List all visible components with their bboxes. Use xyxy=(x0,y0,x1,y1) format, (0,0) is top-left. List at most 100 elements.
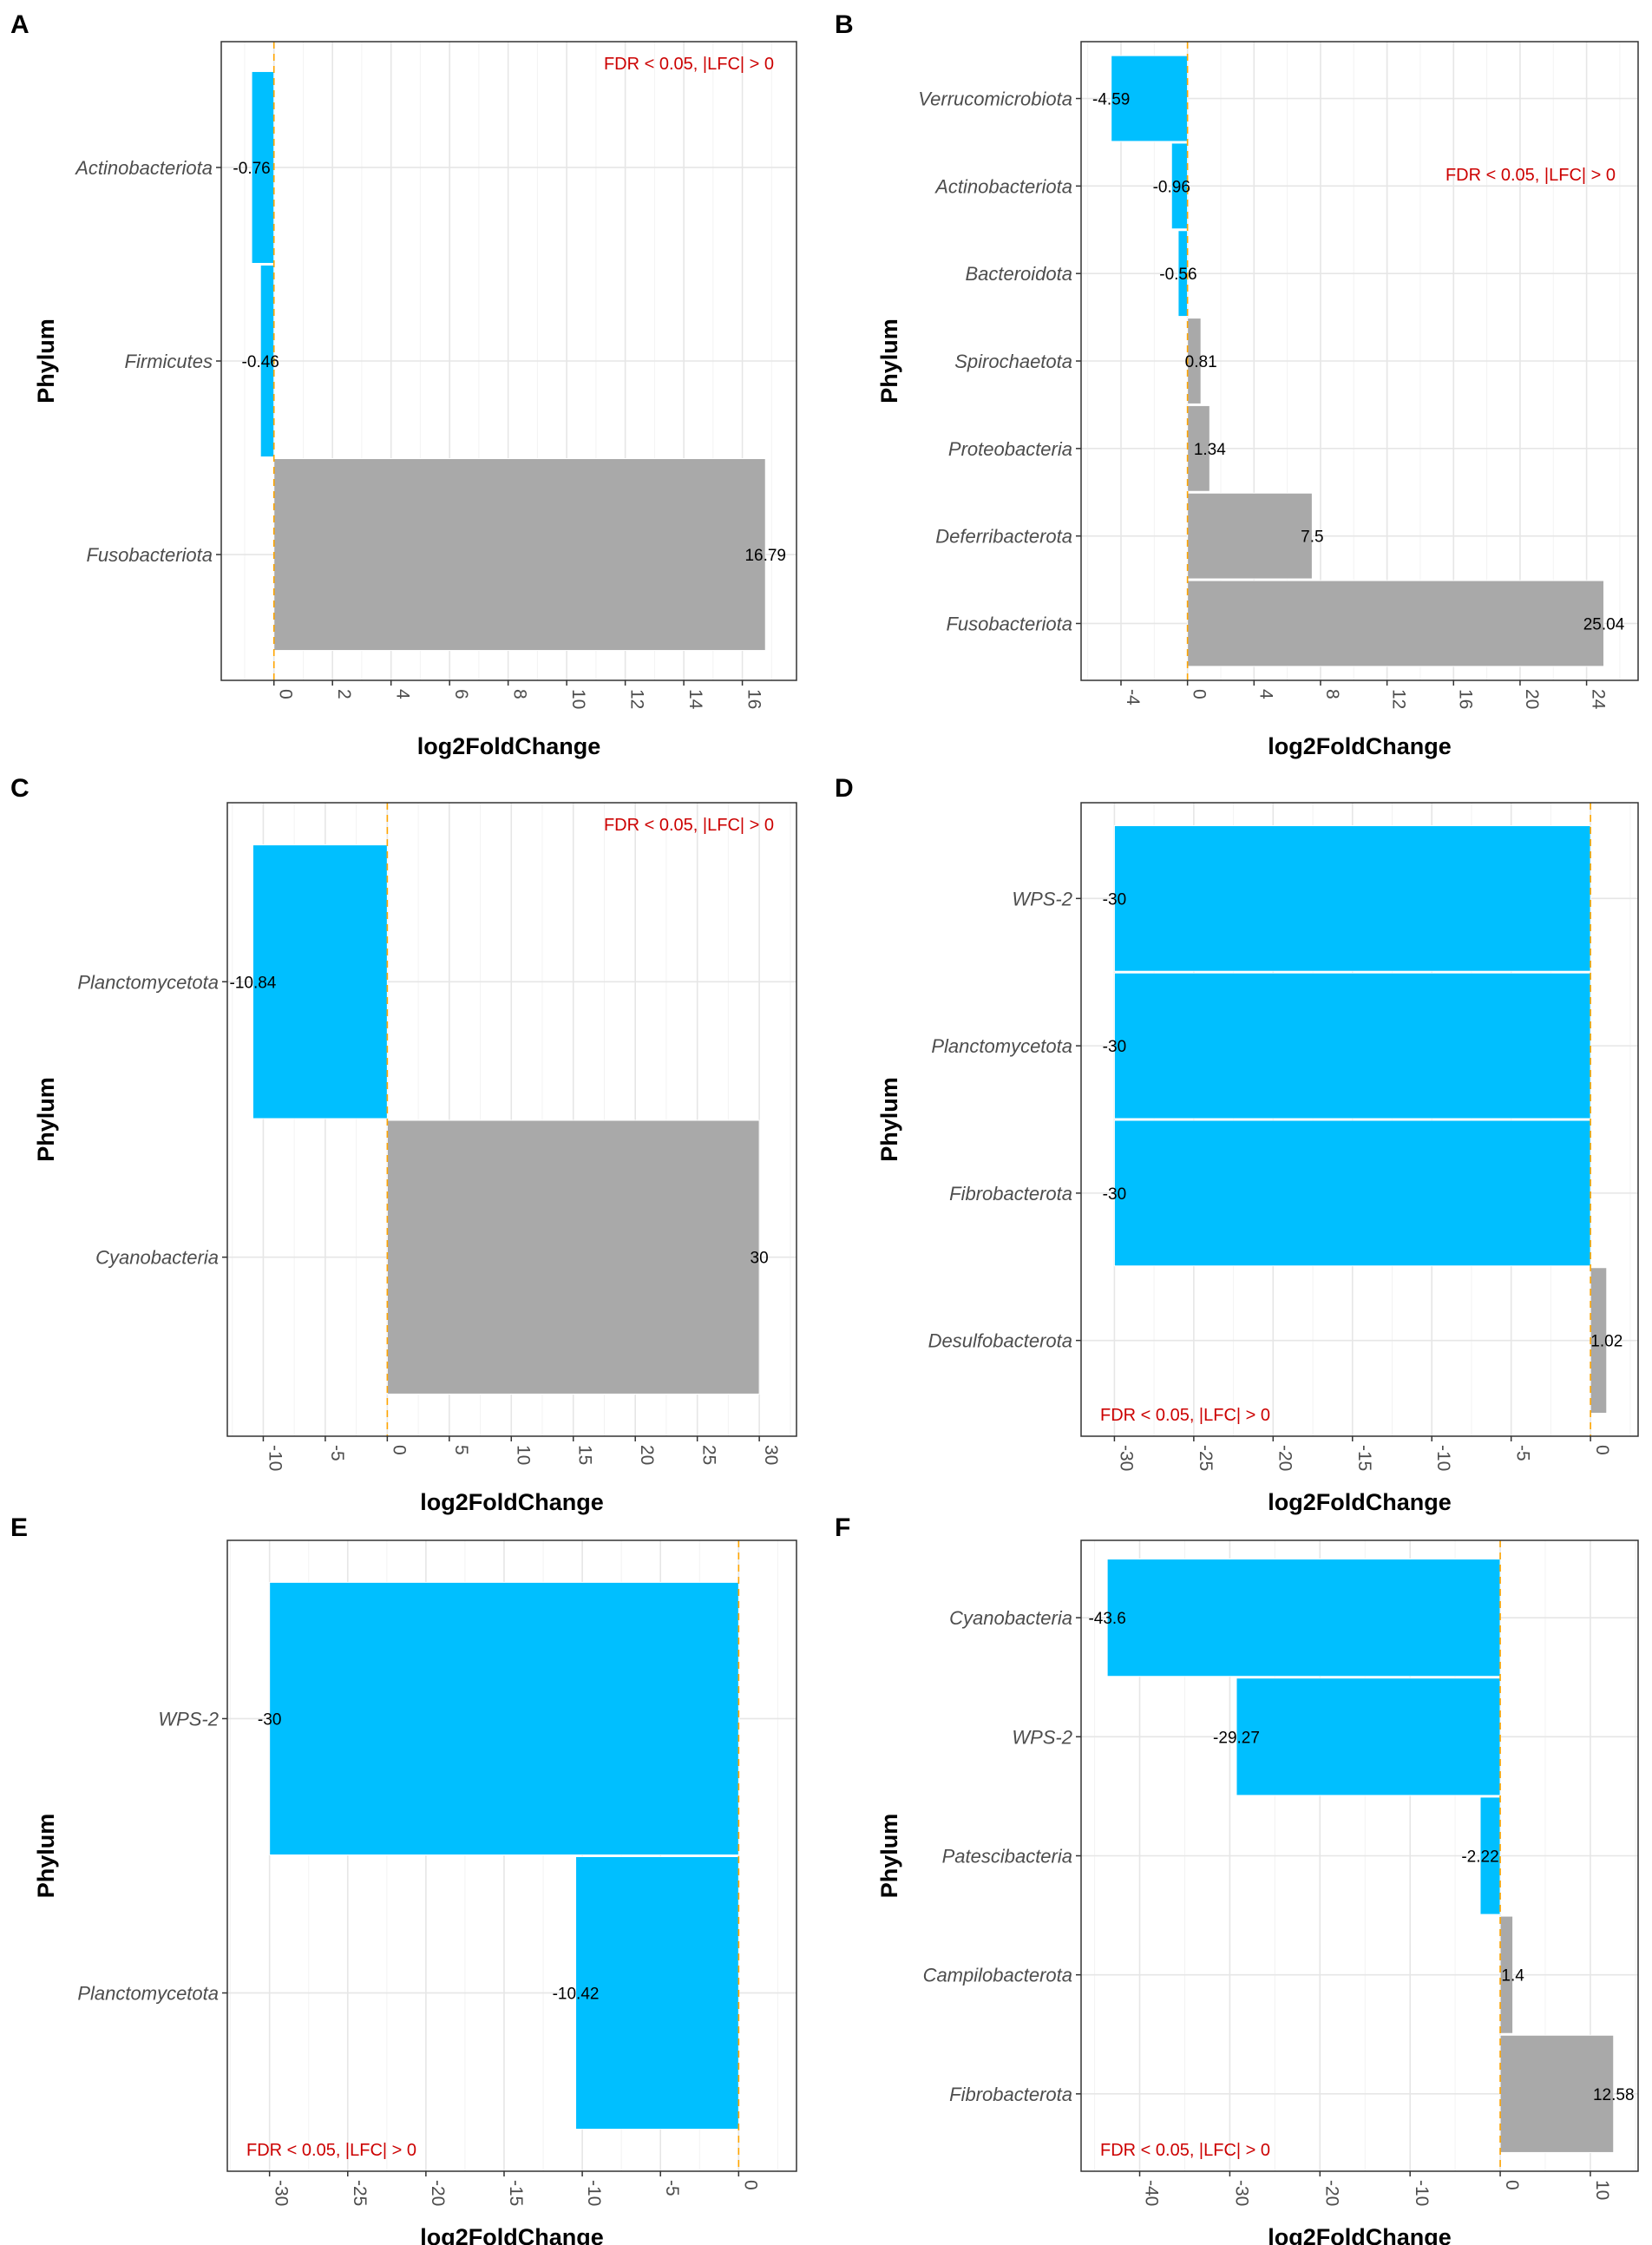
category-label: Deferribacterota xyxy=(935,526,1072,548)
category-label: WPS-2 xyxy=(1012,888,1072,909)
bar-planctomycetota xyxy=(575,1856,739,2130)
y-axis-title: Phylum xyxy=(876,318,902,404)
y-axis-title: Phylum xyxy=(33,318,59,404)
x-tick-label: 20 xyxy=(637,1445,657,1465)
y-axis-title: Phylum xyxy=(33,1077,59,1162)
x-tick-label: -4 xyxy=(1123,689,1143,706)
x-tick-label: 24 xyxy=(1589,689,1609,710)
x-tick-label: 15 xyxy=(575,1445,595,1465)
x-tick-label: 4 xyxy=(393,689,413,699)
x-tick-label: 6 xyxy=(451,689,471,699)
category-label: WPS-2 xyxy=(1012,1726,1072,1748)
x-tick-label: -20 xyxy=(1321,2180,1341,2206)
value-label: -30 xyxy=(258,1710,281,1729)
value-label: 12.58 xyxy=(1593,2086,1635,2104)
category-label: Patescibacteria xyxy=(942,1846,1072,1868)
bar-proteobacteria xyxy=(1187,404,1210,492)
x-tick-label: -5 xyxy=(1513,1445,1533,1461)
panel-letter: B xyxy=(835,10,854,39)
value-label: -0.56 xyxy=(1159,266,1196,284)
x-tick-label: 0 xyxy=(389,1445,409,1455)
category-label: Cyanobacteria xyxy=(95,1247,219,1269)
bar-fusobacteriota xyxy=(273,458,766,652)
panel-letter: A xyxy=(10,10,30,39)
x-tick-label: -15 xyxy=(506,2180,526,2206)
x-axis-title: log2FoldChange xyxy=(1268,1489,1452,1515)
value-label: 1.02 xyxy=(1590,1333,1622,1351)
significance-annotation: FDR < 0.05, |LFC| > 0 xyxy=(1100,2141,1270,2160)
x-tick-label: -30 xyxy=(1116,1445,1136,1471)
x-tick-label: 16 xyxy=(1455,689,1475,709)
panel-letter: E xyxy=(10,1513,28,1542)
x-tick-label: -40 xyxy=(1142,2180,1162,2206)
category-label: Firmicutes xyxy=(125,351,213,372)
category-label: Cyanobacteria xyxy=(949,1607,1072,1629)
x-tick-label: -25 xyxy=(350,2180,370,2206)
panel-a: A -0.76 -0.46 16.79 Actinobacteriota Firmicut… xyxy=(10,10,797,759)
category-label: Actinobacteriota xyxy=(74,157,213,179)
x-tick-label: 0 xyxy=(740,2180,760,2190)
value-label: -4.59 xyxy=(1092,91,1130,109)
value-label: -2.22 xyxy=(1461,1848,1498,1867)
category-label: Fusobacteriota xyxy=(86,544,213,566)
value-label: -43.6 xyxy=(1088,1610,1125,1628)
y-axis-title: Phylum xyxy=(33,1814,59,1899)
value-label: -30 xyxy=(1103,890,1126,909)
category-label: Planctomycetota xyxy=(931,1035,1072,1057)
x-tick-label: -5 xyxy=(662,2180,682,2196)
bar-planctomycetota xyxy=(1113,972,1591,1119)
x-axis-title: log2FoldChange xyxy=(1268,2224,1452,2245)
category-label: Bacteroidota xyxy=(965,263,1072,285)
panel-e: E -30 -10.42 WPS-2 Planctomycetota -30 -25 -20 -… xyxy=(10,1513,797,2245)
x-axis-title: log2FoldChange xyxy=(1268,733,1452,759)
plot-border xyxy=(226,1539,797,2172)
value-label: -30 xyxy=(1103,1185,1126,1204)
category-label: WPS-2 xyxy=(158,1708,219,1730)
value-label: -10.42 xyxy=(553,1986,600,2004)
x-tick-label: 16 xyxy=(744,689,764,709)
bar-wps-2 xyxy=(1113,824,1591,972)
bar-verrucomicrobiota xyxy=(1111,55,1189,142)
significance-annotation: FDR < 0.05, |LFC| > 0 xyxy=(1100,1406,1270,1425)
value-label: -30 xyxy=(1103,1038,1126,1056)
bar-fusobacteriota xyxy=(1187,580,1605,667)
x-tick-label: 20 xyxy=(1522,689,1542,709)
category-label: Planctomycetota xyxy=(77,1983,219,2005)
x-tick-label: -20 xyxy=(428,2180,448,2206)
x-tick-label: -10 xyxy=(1433,1445,1453,1471)
x-tick-label: 8 xyxy=(510,689,530,699)
x-tick-label: 12 xyxy=(627,689,647,709)
significance-annotation: FDR < 0.05, |LFC| > 0 xyxy=(1446,166,1616,185)
category-label: Planctomycetota xyxy=(77,971,219,993)
bar-planctomycetota xyxy=(252,844,388,1119)
y-axis-title: Phylum xyxy=(876,1077,902,1162)
value-label: 30 xyxy=(751,1250,769,1268)
significance-annotation: FDR < 0.05, |LFC| > 0 xyxy=(604,816,774,835)
x-axis-title: log2FoldChange xyxy=(420,2224,604,2245)
value-label: -0.46 xyxy=(242,353,279,371)
x-tick-label: 10 xyxy=(568,689,588,709)
category-label: Spirochaetota xyxy=(954,351,1072,372)
panel-letter: D xyxy=(835,774,854,803)
category-label: Campilobacterota xyxy=(923,1965,1072,1986)
x-tick-label: -25 xyxy=(1196,1445,1216,1471)
value-label: 7.5 xyxy=(1301,528,1323,547)
x-tick-label: 4 xyxy=(1255,689,1275,699)
plot-border xyxy=(1080,802,1639,1437)
panel-letter: C xyxy=(10,774,30,803)
significance-annotation: FDR < 0.05, |LFC| > 0 xyxy=(604,55,774,74)
x-tick-label: -20 xyxy=(1275,1445,1295,1471)
category-label: Proteobacteria xyxy=(948,438,1072,460)
x-tick-label: 25 xyxy=(699,1445,719,1465)
category-label: Fusobacteriota xyxy=(946,613,1072,634)
value-label: -0.76 xyxy=(233,160,270,178)
bar-campilobacterota xyxy=(1499,1915,1514,2034)
x-tick-label: 30 xyxy=(761,1445,781,1465)
bar-fibrobacterota xyxy=(1113,1119,1591,1267)
bar-actinobacteriota xyxy=(1170,142,1189,230)
bar-deferribacterota xyxy=(1187,492,1313,580)
category-label: Actinobacteriota xyxy=(934,175,1072,197)
panel-c: C -10.84 30 Planctomycetota Cyanobacteria -10… xyxy=(10,774,797,1515)
panel-letter: F xyxy=(835,1513,850,1542)
